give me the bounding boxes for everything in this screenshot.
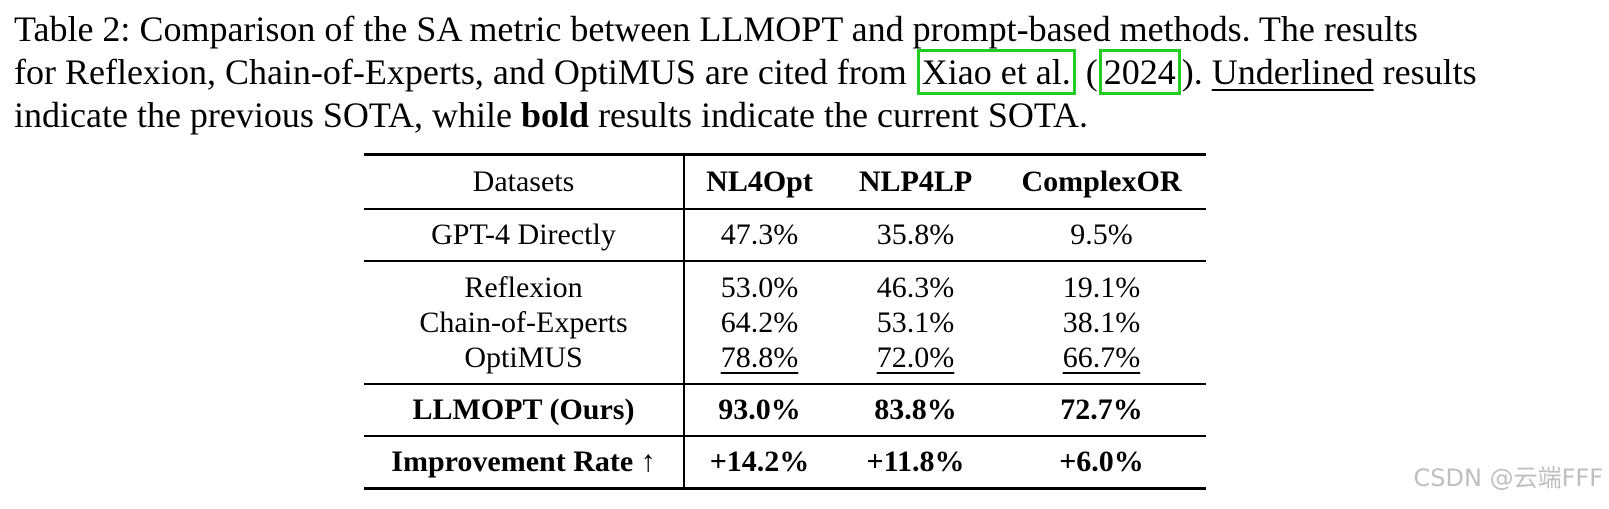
header-nl4opt: NL4Opt (684, 153, 834, 210)
caption-text: Table 2: Comparison of the SA metric bet… (14, 9, 1418, 49)
table-row-llmopt: LLMOPT (Ours) 93.0% 83.8% 72.7% (364, 384, 1206, 437)
caption-text: results indicate the current SOTA. (589, 95, 1089, 135)
row-method: OptiMUS (364, 340, 685, 385)
cell-value: 64.2% (720, 305, 799, 339)
caption-underlined-word: Underlined (1211, 52, 1374, 92)
cell-value: 46.3% (876, 270, 955, 304)
cell-value-bold: +11.8% (834, 436, 997, 490)
header-nlp4lp: NLP4LP (834, 153, 997, 210)
cell-value: 19.1% (1062, 270, 1141, 304)
cell-value-underlined: 72.0% (834, 340, 997, 385)
table-row-improvement: Improvement Rate ↑ +14.2% +11.8% +6.0% (364, 436, 1206, 490)
caption-line-2: for Reflexion, Chain-of-Experts, and Opt… (14, 49, 1594, 95)
table-caption: Table 2: Comparison of the SA metric bet… (14, 8, 1594, 137)
cell-value-bold: +14.2% (684, 436, 834, 490)
table-row-gpt4: GPT-4 Directly 47.3% 35.8% 9.5% (364, 209, 1206, 262)
underlined-value: 78.8% (720, 340, 799, 374)
row-method: GPT-4 Directly (364, 209, 685, 262)
cell-value: 35.8% (834, 209, 997, 262)
caption-bold-word: bold (521, 95, 590, 135)
underlined-value: 72.0% (876, 340, 955, 374)
caption-text: results (1373, 52, 1477, 92)
caption-line-1: Table 2: Comparison of the SA metric bet… (14, 8, 1594, 51)
row-method: Chain-of-Experts (364, 305, 685, 340)
caption-text: ( (1076, 52, 1098, 92)
cell-value: 9.5% (997, 209, 1206, 262)
cell-value: 53.1% (876, 305, 955, 339)
table-row-reflexion: Reflexion 53.0% 46.3% 19.1% (364, 261, 1206, 305)
row-method: Improvement Rate ↑ (364, 436, 685, 490)
cell-value: 38.1% (1062, 305, 1141, 339)
cell-value: 53.0% (720, 270, 799, 304)
caption-text: for Reflexion, Chain-of-Experts, and Opt… (14, 52, 916, 92)
cell-value-underlined: 66.7% (997, 340, 1206, 385)
table-row-optimus: OptiMUS 78.8% 72.0% 66.7% (364, 340, 1206, 385)
table-row-chain-of-experts: Chain-of-Experts 64.2% 53.1% 38.1% (364, 305, 1206, 340)
cell-value: 47.3% (684, 209, 834, 262)
caption-text: indicate the previous SOTA, while (14, 95, 522, 135)
cell-value-bold: 72.7% (997, 384, 1206, 437)
caption-text: ). (1181, 52, 1212, 92)
cell-value-underlined: 78.8% (684, 340, 834, 385)
results-table: Datasets NL4Opt NLP4LP ComplexOR GPT-4 D… (364, 153, 1206, 490)
cell-value-bold: 93.0% (684, 384, 834, 437)
citation-author-link[interactable]: Xiao et al. (916, 49, 1076, 95)
caption-line-3: indicate the previous SOTA, while bold r… (14, 94, 1594, 137)
header-complexor: ComplexOR (997, 153, 1206, 210)
header-datasets: Datasets (364, 153, 685, 210)
cell-value-bold: 83.8% (834, 384, 997, 437)
cell-value-bold: +6.0% (997, 436, 1206, 490)
row-method: Reflexion (364, 261, 685, 305)
underlined-value: 66.7% (1062, 340, 1141, 374)
row-method: LLMOPT (Ours) (364, 384, 685, 437)
results-table-container: Datasets NL4Opt NLP4LP ComplexOR GPT-4 D… (364, 153, 1206, 490)
citation-year-link[interactable]: 2024 (1098, 49, 1181, 95)
watermark: CSDN @云端FFF (1413, 464, 1603, 492)
table-header-row: Datasets NL4Opt NLP4LP ComplexOR (364, 153, 1206, 210)
